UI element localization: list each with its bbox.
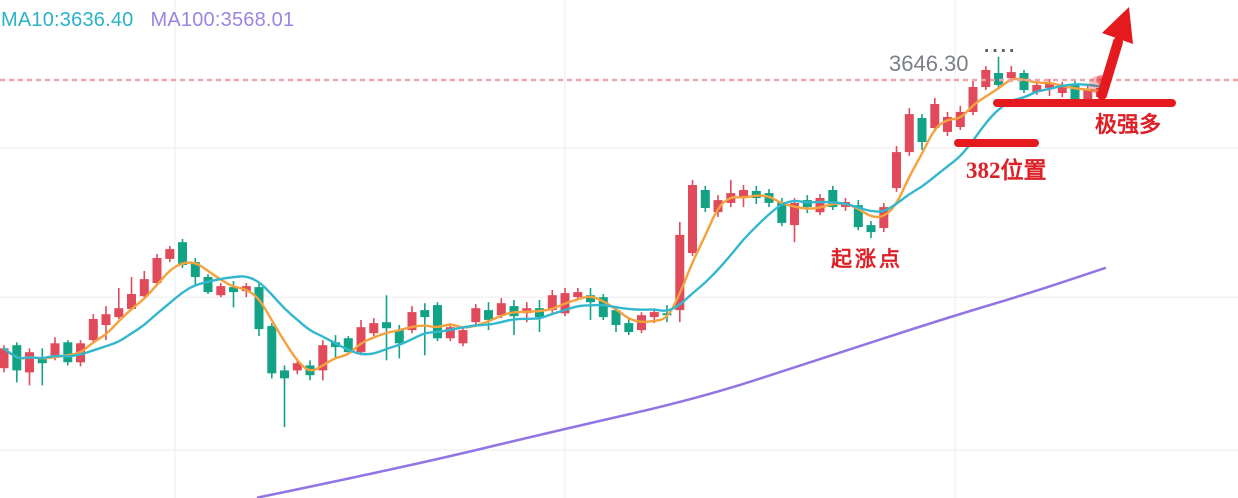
- drawn-support-lines: [954, 99, 1176, 147]
- ma-slow-cyan-line: [2, 83, 1102, 360]
- up-arrow: [1089, 7, 1133, 100]
- ma-fast-orange-line: [2, 77, 1102, 372]
- candles-layer: [0, 56, 1105, 428]
- ma100-line: [256, 266, 1107, 498]
